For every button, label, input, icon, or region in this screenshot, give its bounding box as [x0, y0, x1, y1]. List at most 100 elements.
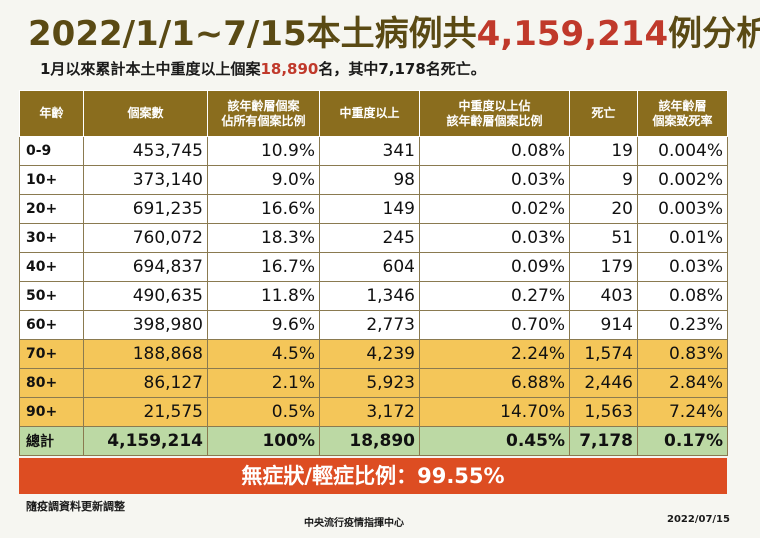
- severe-cell: 245: [319, 223, 420, 253]
- title-prefix: 2022/1/1~7/15本土病例共: [28, 14, 477, 54]
- column-header: 死亡: [569, 90, 638, 137]
- share-cell: 0.5%: [207, 397, 320, 427]
- column-header: 年齡: [19, 90, 84, 137]
- title-suffix: 例分析: [668, 14, 760, 54]
- age-cell: 30+: [19, 223, 84, 253]
- deaths-cell: 179: [569, 252, 638, 282]
- cases-cell: 373,140: [83, 165, 208, 195]
- share-cell: 16.7%: [207, 252, 320, 282]
- page-subtitle: 1月以來累計本土中重度以上個案18,890名，其中7,178名死亡。: [40, 58, 486, 79]
- severe-ratio-cell: 0.09%: [419, 252, 570, 282]
- share-cell: 2.1%: [207, 368, 320, 398]
- cases-cell: 86,127: [83, 368, 208, 398]
- page-title: 2022/1/1~7/15本土病例共4,159,214例分析: [28, 6, 760, 55]
- table-row: 10+ 373,140 9.0% 98 0.03% 9 0.002%: [19, 165, 728, 195]
- age-cell: 60+: [19, 310, 84, 340]
- severe-cell: 5,923: [319, 368, 420, 398]
- age-cell: 0-9: [19, 136, 84, 166]
- age-cell: 80+: [19, 368, 84, 398]
- age-cell: 10+: [19, 165, 84, 195]
- severe-cell: 4,239: [319, 339, 420, 369]
- share-cell: 16.6%: [207, 194, 320, 224]
- cfr-cell: 0.08%: [637, 281, 728, 311]
- severe-cell: 98: [319, 165, 420, 195]
- subtitle-suffix: 名，其中7,178名死亡。: [318, 60, 486, 78]
- cfr-cell: 0.003%: [637, 194, 728, 224]
- subtitle-number: 18,890: [260, 60, 319, 78]
- cases-cell: 760,072: [83, 223, 208, 253]
- table-row: 20+ 691,235 16.6% 149 0.02% 20 0.003%: [19, 194, 728, 224]
- deaths-cell: 51: [569, 223, 638, 253]
- cases-cell: 188,868: [83, 339, 208, 369]
- severe-cell: 3,172: [319, 397, 420, 427]
- severe-cell: 341: [319, 136, 420, 166]
- age-cell: 50+: [19, 281, 84, 311]
- cfr-cell: 0.01%: [637, 223, 728, 253]
- deaths-cell: 20: [569, 194, 638, 224]
- deaths-cell: 403: [569, 281, 638, 311]
- severe-ratio-cell: 2.24%: [419, 339, 570, 369]
- cases-cell: 490,635: [83, 281, 208, 311]
- cases-cell: 21,575: [83, 397, 208, 427]
- severe-ratio-cell: 6.88%: [419, 368, 570, 398]
- age-stats-table: 年齡 個案數 該年齡層個案 佔所有個案比例 中重度以上 中重度以上佔 該年齡層個案比例 死亡該…: [19, 90, 728, 456]
- share-cell: 9.0%: [207, 165, 320, 195]
- severe-ratio-cell: 0.27%: [419, 281, 570, 311]
- asymptomatic-banner: 無症狀/輕症比例：99.55%: [19, 458, 727, 494]
- cases-cell: 691,235: [83, 194, 208, 224]
- age-cell: 90+: [19, 397, 84, 427]
- table-header-row: 年齡 個案數 該年齡層個案 佔所有個案比例 中重度以上 中重度以上佔 該年齡層個案比例 死亡該…: [19, 90, 728, 137]
- deaths-cell: 7,178: [569, 426, 638, 456]
- table-row: 0-9 453,745 10.9% 341 0.08% 19 0.004%: [19, 136, 728, 166]
- cfr-cell: 7.24%: [637, 397, 728, 427]
- severe-ratio-cell: 14.70%: [419, 397, 570, 427]
- deaths-cell: 1,563: [569, 397, 638, 427]
- column-header: 該年齡層個案 佔所有個案比例: [207, 90, 320, 137]
- deaths-cell: 9: [569, 165, 638, 195]
- severe-ratio-cell: 0.03%: [419, 223, 570, 253]
- deaths-cell: 1,574: [569, 339, 638, 369]
- severe-ratio-cell: 0.03%: [419, 165, 570, 195]
- severe-cell: 604: [319, 252, 420, 282]
- table-row: 50+ 490,635 11.8% 1,346 0.27% 403 0.08%: [19, 281, 728, 311]
- table-row: 60+ 398,980 9.6% 2,773 0.70% 914 0.23%: [19, 310, 728, 340]
- footer-org: 中央流行疫情指揮中心: [304, 518, 404, 529]
- table-row: 80+ 86,127 2.1% 5,923 6.88% 2,446 2.84%: [19, 368, 728, 398]
- cfr-cell: 0.17%: [637, 426, 728, 456]
- severe-cell: 2,773: [319, 310, 420, 340]
- age-cell: 70+: [19, 339, 84, 369]
- share-cell: 18.3%: [207, 223, 320, 253]
- column-header: 中重度以上: [319, 90, 420, 137]
- title-number: 4,159,214: [476, 14, 669, 54]
- severe-ratio-cell: 0.02%: [419, 194, 570, 224]
- severe-cell: 1,346: [319, 281, 420, 311]
- deaths-cell: 19: [569, 136, 638, 166]
- age-cell: 20+: [19, 194, 84, 224]
- subtitle-prefix: 1月以來累計本土中重度以上個案: [40, 60, 261, 78]
- cases-cell: 694,837: [83, 252, 208, 282]
- share-cell: 9.6%: [207, 310, 320, 340]
- deaths-cell: 914: [569, 310, 638, 340]
- share-cell: 100%: [207, 426, 320, 456]
- footer-date: 2022/07/15: [667, 514, 730, 525]
- table-row: 90+ 21,575 0.5% 3,172 14.70% 1,563 7.24%: [19, 397, 728, 427]
- deaths-cell: 2,446: [569, 368, 638, 398]
- share-cell: 11.8%: [207, 281, 320, 311]
- column-header: 該年齡層 個案致死率: [637, 90, 728, 137]
- severe-ratio-cell: 0.70%: [419, 310, 570, 340]
- table-row: 70+ 188,868 4.5% 4,239 2.24% 1,574 0.83%: [19, 339, 728, 369]
- cfr-cell: 0.03%: [637, 252, 728, 282]
- severe-cell: 18,890: [319, 426, 420, 456]
- cfr-cell: 0.004%: [637, 136, 728, 166]
- severe-ratio-cell: 0.45%: [419, 426, 570, 456]
- column-header: 中重度以上佔 該年齡層個案比例: [419, 90, 570, 137]
- footer-note: 隨疫調資料更新調整: [26, 500, 125, 513]
- cfr-cell: 2.84%: [637, 368, 728, 398]
- column-header: 個案數: [83, 90, 208, 137]
- table-body: 0-9 453,745 10.9% 341 0.08% 19 0.004% 10+ 373,14…: [19, 136, 728, 456]
- total-row: 總計 4,159,214 100% 18,890 0.45% 7,178 0.17%: [19, 426, 728, 456]
- cases-cell: 398,980: [83, 310, 208, 340]
- severe-cell: 149: [319, 194, 420, 224]
- share-cell: 4.5%: [207, 339, 320, 369]
- age-cell: 總計: [19, 426, 84, 456]
